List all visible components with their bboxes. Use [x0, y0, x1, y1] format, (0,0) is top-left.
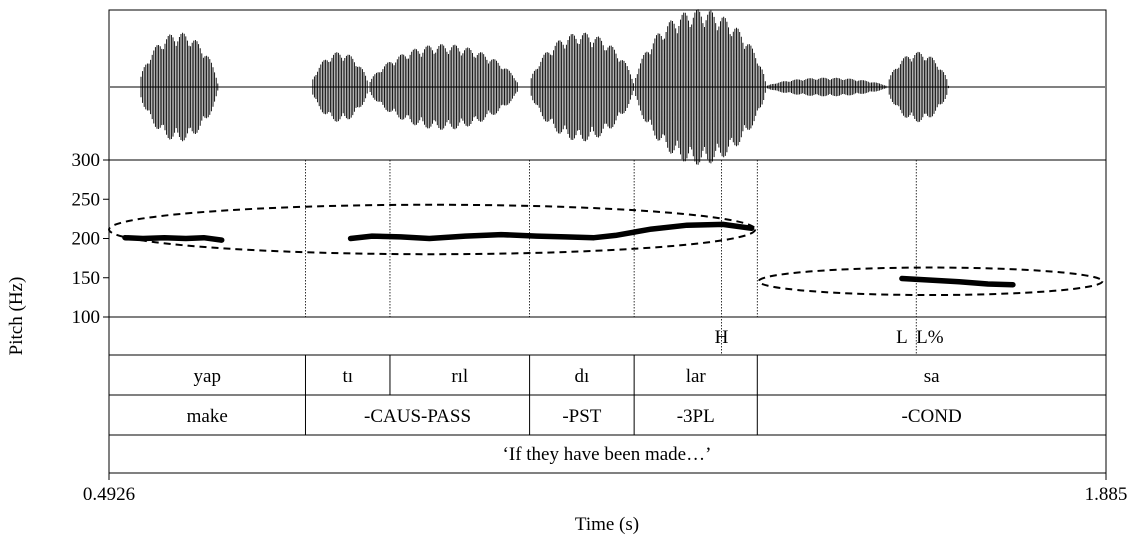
gloss-label-3: -3PL — [677, 406, 715, 427]
gloss-labels: make -CAUS-PASS -PST -3PL -COND — [187, 395, 962, 435]
syllable-tier-frame — [108, 354, 1107, 396]
y-tick-label-0: 100 — [72, 307, 101, 328]
syllable-label-5: sa — [924, 366, 940, 387]
syllable-label-4: lar — [686, 366, 707, 387]
y-tick-label-1: 150 — [72, 268, 101, 289]
range-ellipse-0 — [108, 203, 757, 256]
pitch-segment-0 — [122, 234, 225, 243]
gloss-label-0: make — [187, 406, 228, 427]
y-tick-label-2: 200 — [72, 229, 101, 250]
translation-tier-frame — [108, 434, 1107, 474]
pitch-contour — [122, 221, 1016, 288]
tone-label-1: L — [896, 327, 908, 348]
x-tick-label-start: 0.4926 — [83, 484, 135, 505]
syllable-label-1: tı — [342, 366, 353, 387]
syllable-label-0: yap — [194, 366, 221, 387]
pitch-segment-1 — [347, 221, 755, 242]
tone-labels: H L L% — [715, 327, 944, 348]
y-tick-label-3: 250 — [72, 189, 101, 210]
y-tick-label-4: 300 — [72, 150, 101, 171]
range-ellipses — [108, 203, 1104, 297]
boundary-lines — [305, 160, 917, 355]
y-axis-ticks: 100 150 200 250 300 — [72, 150, 109, 328]
waveform-signal — [140, 9, 949, 165]
x-tick-label-end: 1.885 — [1085, 484, 1128, 505]
x-axis-label: Time (s) — [575, 514, 639, 535]
syllable-label-3: dı — [574, 366, 589, 387]
gloss-label-2: -PST — [562, 406, 601, 427]
gloss-label-4: -COND — [902, 406, 962, 427]
range-ellipse-1 — [757, 266, 1104, 297]
gloss-label-1: -CAUS-PASS — [364, 406, 471, 427]
tone-label-2: L% — [916, 327, 944, 348]
translation-text: ‘If they have been made…’ — [503, 444, 712, 465]
y-axis-label: Pitch (Hz) — [6, 277, 27, 356]
tone-label-0: H — [715, 327, 729, 348]
syllable-label-2: rıl — [451, 366, 468, 387]
tone-tier-frame — [108, 316, 1107, 356]
syllable-labels: yap tı rıl dı lar sa — [194, 355, 940, 395]
pitch-segment-2 — [899, 275, 1016, 288]
waveform — [110, 9, 1105, 165]
waveform-frame — [108, 9, 1107, 161]
